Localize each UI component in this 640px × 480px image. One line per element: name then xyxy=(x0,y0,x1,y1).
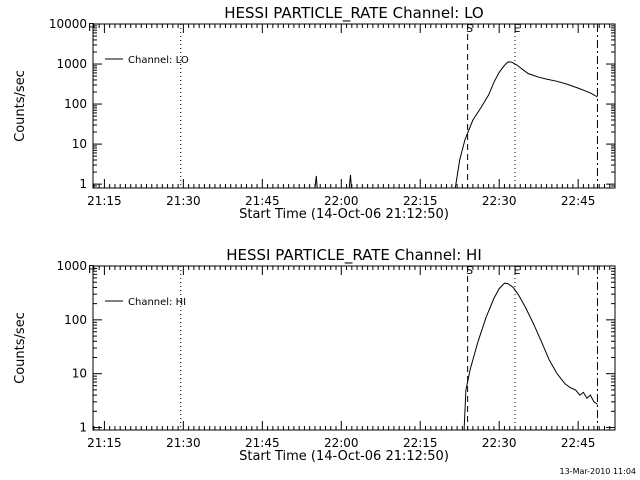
y-tick-label: 1 xyxy=(79,177,87,191)
end-marker-label: E xyxy=(514,22,521,35)
x-tick-label: 22:30 xyxy=(482,194,517,208)
y-tick-label: 100 xyxy=(64,97,87,111)
y-tick-label: 100 xyxy=(64,313,87,327)
legend-label: Channel: HI xyxy=(128,297,186,308)
x-tick-label: 22:45 xyxy=(561,436,596,450)
x-tick-label: 21:45 xyxy=(245,194,280,208)
series-line xyxy=(314,61,598,189)
y-tick-label: 1 xyxy=(79,421,87,435)
plot-frame xyxy=(92,265,616,431)
legend-label: Channel: LO xyxy=(128,55,189,66)
chart-title: HESSI PARTICLE_RATE Channel: LO xyxy=(224,4,483,23)
chart-title: HESSI PARTICLE_RATE Channel: HI xyxy=(226,246,482,265)
y-tick-label: 1000 xyxy=(56,259,87,273)
x-tick-label: 21:15 xyxy=(87,436,122,450)
x-tick-label: 21:30 xyxy=(166,194,201,208)
x-axis-label: Start Time (14-Oct-06 21:12:50) xyxy=(239,207,449,222)
x-tick-label: 22:15 xyxy=(403,194,438,208)
x-tick-label: 21:30 xyxy=(166,436,201,450)
start-marker-label: S xyxy=(466,264,473,277)
x-tick-label: 22:15 xyxy=(403,436,438,450)
corner-mark: F xyxy=(88,263,94,276)
y-tick-label: 10 xyxy=(72,367,87,381)
series-line xyxy=(463,282,598,431)
end-marker-label: E xyxy=(514,264,521,277)
x-tick-label: 22:45 xyxy=(561,194,596,208)
x-tick-label: 22:00 xyxy=(324,436,359,450)
panel-hi: HESSI PARTICLE_RATE Channel: HI 1 10 100 100… xyxy=(13,246,616,464)
y-tick-label: 10000 xyxy=(49,17,87,31)
y-tick-label: 1000 xyxy=(56,57,87,71)
x-axis-label: Start Time (14-Oct-06 21:12:50) xyxy=(239,449,449,464)
x-tick-label: 21:45 xyxy=(245,436,280,450)
start-marker-label: S xyxy=(466,22,473,35)
footer-timestamp: 13-Mar-2010 11:04 xyxy=(560,467,637,476)
y-axis-label: Counts/sec xyxy=(13,312,28,384)
panel-lo: HESSI PARTICLE_RATE Channel: LO 1 10 100 100… xyxy=(13,4,616,222)
plot-frame xyxy=(92,23,616,189)
x-tick-label: 21:15 xyxy=(87,194,122,208)
corner-mark: F xyxy=(88,21,94,34)
x-tick-label: 22:00 xyxy=(324,194,359,208)
y-tick-label: 10 xyxy=(72,137,87,151)
x-tick-label: 22:30 xyxy=(482,436,517,450)
y-axis-label: Counts/sec xyxy=(13,70,28,142)
